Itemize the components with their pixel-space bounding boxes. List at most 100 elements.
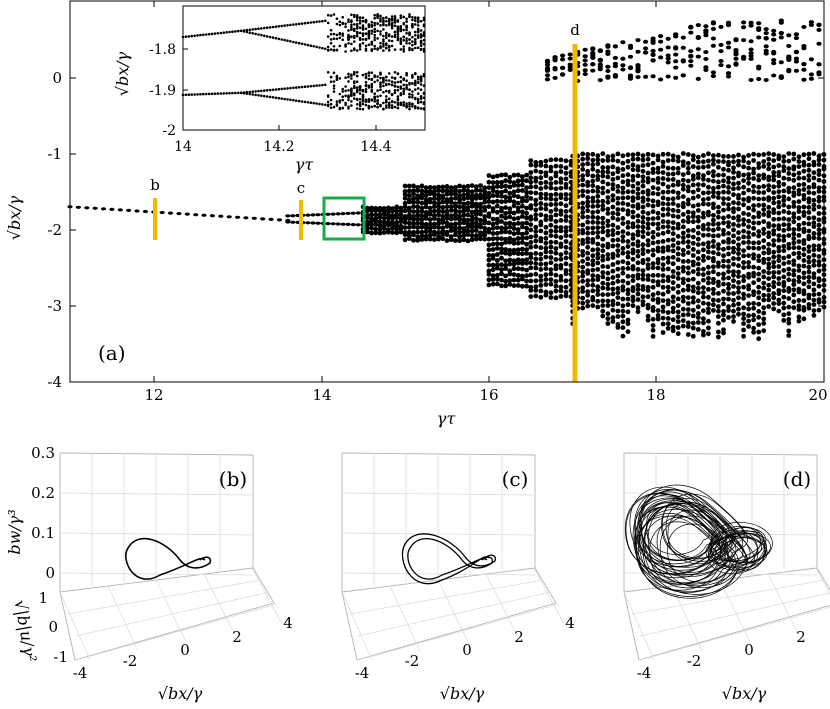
bifurcation-point [511,180,517,186]
inset-point [367,100,371,103]
bifurcation-point [538,201,544,206]
inset-point [364,44,368,48]
bifurcation-point [585,183,591,189]
inset-point [289,86,292,90]
bifurcation-point [711,244,716,249]
bifurcation-point [741,295,746,301]
bifurcation-point [615,266,621,272]
bifurcation-point [630,177,636,183]
grid-line [623,591,655,661]
bifurcation-point [741,248,746,254]
bifurcation-point [776,301,782,306]
inset-point [382,101,385,105]
bifurcation-point [511,277,517,283]
bifurcation-point [499,255,504,261]
inset-point [344,89,347,93]
bifurcation-point [711,169,716,175]
bifurcation-point [580,273,586,279]
bifurcation-point [620,216,626,221]
inset-point [385,36,388,40]
bifurcation-point [811,258,817,264]
bifurcation-point [763,27,769,32]
bifurcation-point [600,243,606,249]
inset-point [190,34,193,38]
bifurcation-point [595,267,601,272]
bifurcation-point [665,53,671,58]
inset-point [405,86,408,89]
bifurcation-point [524,278,529,284]
bifurcation-point [533,216,539,222]
bifurcation-point [590,225,596,231]
bifurcation-point [660,315,666,321]
bifurcation-point [816,262,822,268]
bifurcation-point [658,39,664,44]
bifurcation-point [585,189,591,195]
bifurcation-point [751,151,756,157]
inset-point [411,93,414,97]
bifurcation-point [685,233,691,239]
bifurcation-point [675,303,681,308]
inset-point [265,35,269,38]
bifurcation-point [751,245,756,251]
bifurcation-point [469,214,475,219]
bifurcation-point [816,268,822,274]
inset-point [393,105,397,109]
axis-edge [341,452,536,456]
bifurcation-point [461,226,467,231]
bifurcation-point [736,311,741,317]
bifurcation-point [469,193,475,199]
inset-point [350,89,353,92]
inset-point [297,86,301,89]
bifurcation-point [776,233,782,239]
bifurcation-point [486,190,492,196]
bifurcation-point [746,180,751,186]
bifurcation-point [791,219,797,225]
inset-point [280,38,284,41]
bifurcation-point [746,187,751,193]
bifurcation-point [741,240,746,246]
inset-point [196,93,199,96]
inset-point [321,46,324,50]
bifurcation-point [791,278,797,283]
inset-point [399,48,403,51]
bifurcation-point [731,186,736,192]
inset-point [405,28,408,32]
bifurcation-point [605,43,611,48]
bifurcation-point [494,272,500,278]
bifurcation-point [610,302,616,308]
bifurcation-point [680,186,686,192]
bifurcation-point [781,154,787,160]
bifurcation-point [716,190,721,196]
bifurcation-point [806,264,812,270]
bifurcation-point [563,170,569,176]
bifurcation-point [627,66,634,71]
inset-point [225,31,228,34]
bifurcation-point [402,200,408,206]
bifurcation-point [507,282,513,287]
bifurcation-point [741,278,746,284]
bifurcation-point [741,234,746,240]
bifurcation-point [766,265,772,271]
bifurcation-point [741,333,746,339]
bifurcation-point [543,170,549,176]
bifurcation-point [670,309,676,315]
bifurcation-point [721,228,726,233]
bifurcation-point [650,191,656,196]
bifurcation-point [701,300,706,306]
bifurcation-point [538,283,544,288]
bifurcation-point [796,263,802,269]
bifurcation-point [796,239,802,245]
bifurcation-point [457,225,462,231]
inset-point [234,30,237,33]
bifurcation-point [543,224,549,230]
bifurcation-point [402,225,408,230]
bifurcation-point [595,168,601,174]
bifurcation-point [781,234,787,239]
inset-point [414,106,417,110]
bifurcation-point [533,202,539,207]
inset-point [254,93,257,97]
inset-point [376,37,379,40]
bifurcation-point [756,35,762,40]
inset-point [419,29,423,32]
bifurcation-point [716,221,721,227]
